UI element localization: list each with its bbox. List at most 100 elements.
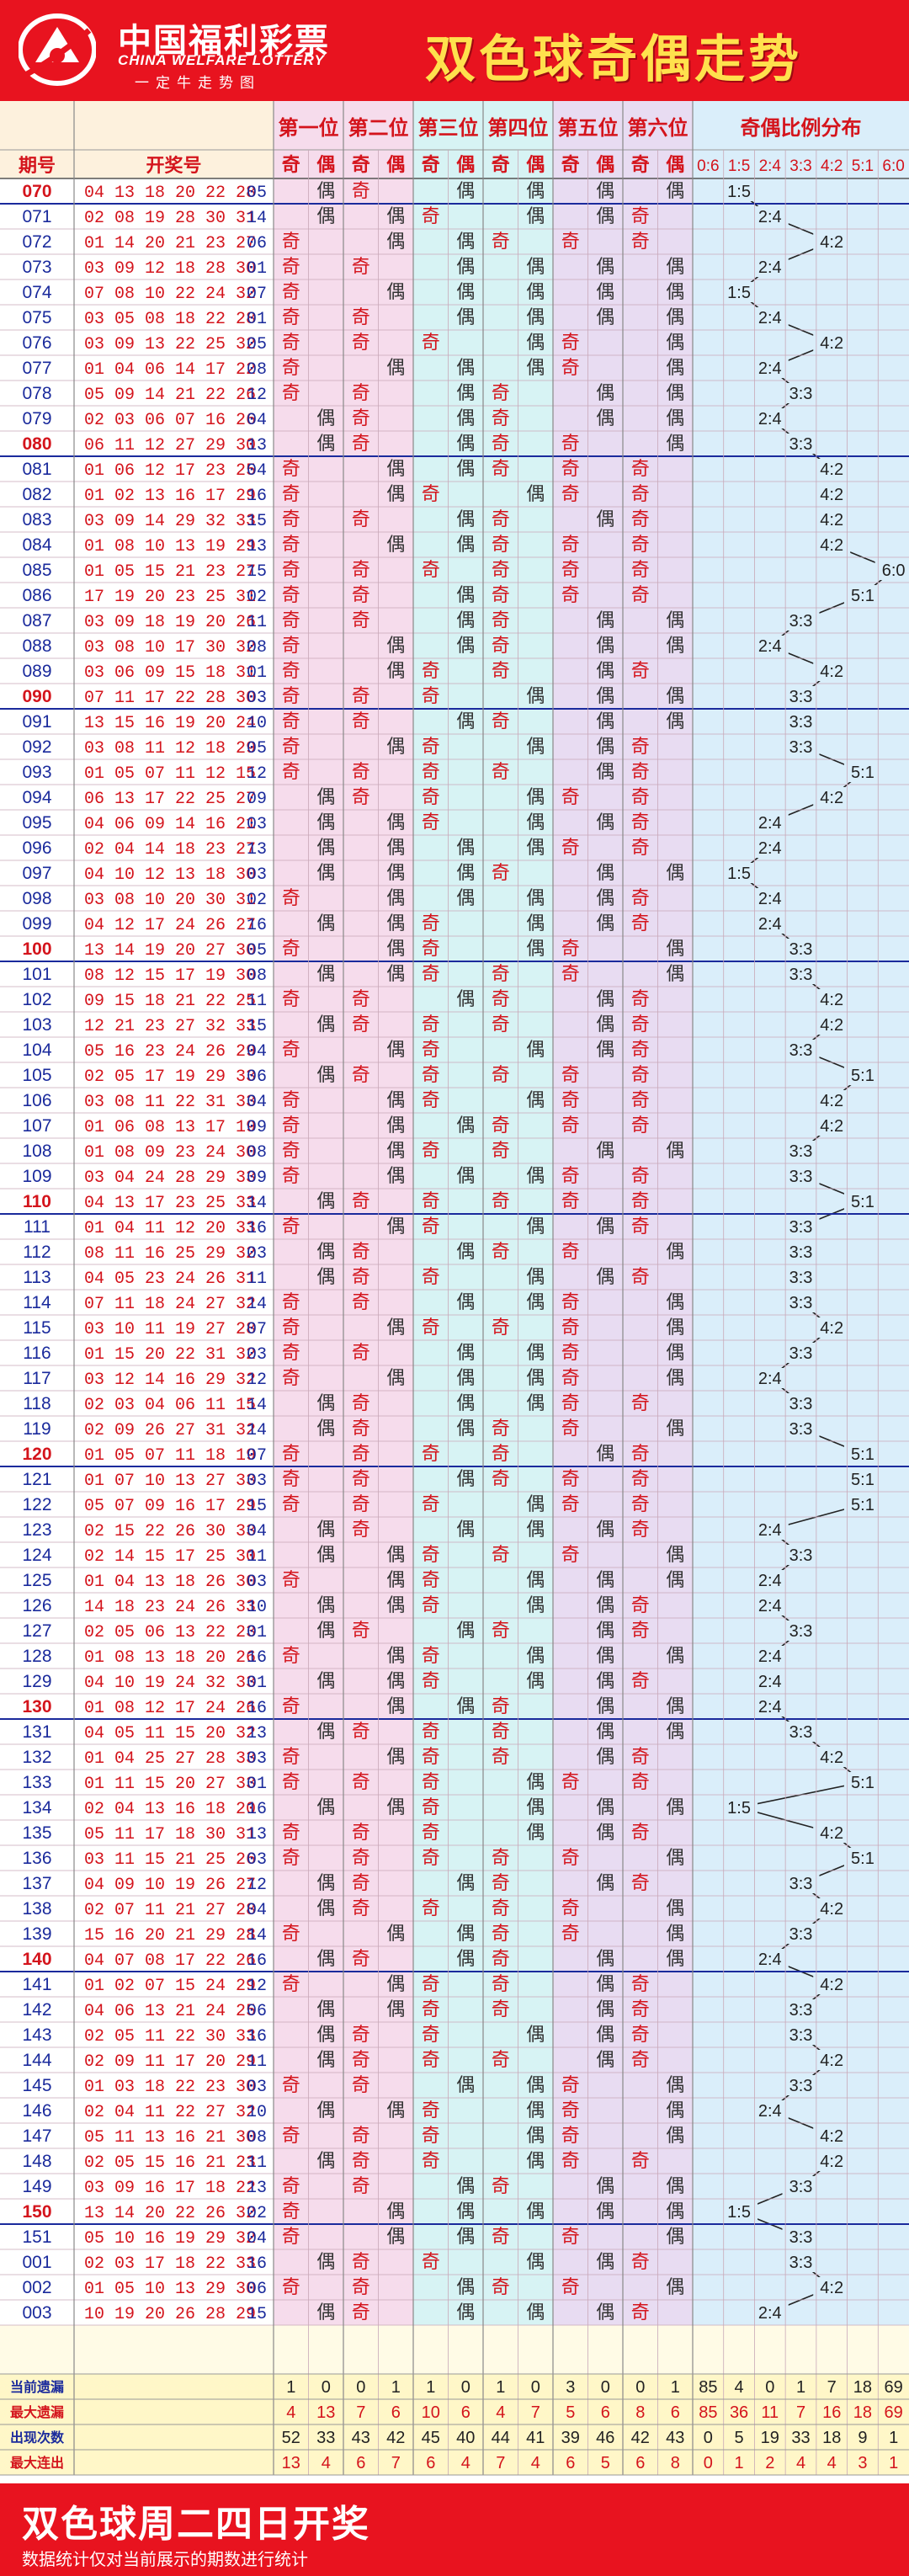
even-marker: 偶: [316, 2024, 335, 2045]
stats-label: 最大连出: [10, 2455, 64, 2471]
logo-slogan: 一定牛走势图: [135, 75, 261, 92]
even-marker: 偶: [596, 1266, 614, 1287]
odd-marker: 奇: [422, 332, 440, 353]
stats-value: 1: [889, 2429, 898, 2447]
row-blue-number: 03: [247, 1244, 267, 1264]
odd-marker: 奇: [561, 2125, 580, 2146]
ratio-label-bg: [782, 1292, 820, 1312]
even-marker: 偶: [666, 382, 684, 403]
odd-marker: 奇: [561, 458, 580, 479]
even-marker: 偶: [666, 938, 684, 959]
row-issue: 110: [23, 1192, 51, 1211]
even-marker: 偶: [596, 1569, 614, 1590]
even-marker: 偶: [456, 1367, 475, 1388]
odd-marker: 奇: [282, 1973, 300, 1994]
ratio-label-bg: [751, 1368, 789, 1388]
odd-marker: 奇: [561, 1115, 580, 1136]
even-marker: 偶: [386, 1923, 405, 1944]
ratio-marker: 4:2: [820, 486, 843, 504]
even-marker: 偶: [456, 1519, 475, 1540]
even-marker: 偶: [316, 786, 335, 807]
row-red-numbers: 05 07 09 16 17 29: [84, 1497, 256, 1516]
ratio-label-bg: [782, 2075, 820, 2095]
row-blue-number: 01: [247, 663, 267, 683]
ratio-label-bg: [782, 2176, 820, 2196]
odd-marker: 奇: [631, 458, 650, 479]
even-marker: 偶: [386, 1115, 405, 1136]
row-red-numbers: 04 10 12 13 18 30: [84, 865, 256, 885]
odd-marker: 奇: [631, 2049, 650, 2070]
ratio-label-bg: [782, 1722, 820, 1742]
odd-marker: 奇: [492, 1064, 510, 1085]
row-red-numbers: 04 13 18 20 22 28: [84, 184, 256, 203]
ratio-marker: 4:2: [820, 2153, 843, 2171]
odd-marker: 奇: [631, 1014, 650, 1035]
odd-marker: 奇: [282, 1746, 300, 1767]
even-marker: 偶: [526, 2201, 545, 2222]
even-marker: 偶: [596, 1039, 614, 1060]
stats-value: 7: [391, 2454, 401, 2472]
even-marker: 偶: [596, 635, 614, 656]
odd-marker: 奇: [561, 1089, 580, 1110]
even-marker: 偶: [666, 1897, 684, 1919]
even-marker: 偶: [596, 812, 614, 833]
even-marker: 偶: [666, 407, 684, 428]
row-red-numbers: 02 04 14 18 23 27: [84, 840, 256, 860]
even-marker: 偶: [526, 483, 545, 504]
even-marker: 偶: [456, 534, 475, 555]
ratio-label-bg: [843, 1065, 881, 1085]
odd-marker: 奇: [352, 2276, 370, 2297]
row-issue: 122: [22, 1495, 51, 1514]
row-red-numbers: 04 10 19 24 32 33: [84, 1674, 256, 1693]
stats-value: 7: [531, 2403, 540, 2422]
header-ratio-category: 0:6: [697, 157, 719, 175]
ratio-label-bg: [751, 2302, 789, 2323]
even-marker: 偶: [666, 1721, 684, 1742]
odd-marker: 奇: [422, 2100, 440, 2121]
stats-label: 当前遗漏: [10, 2379, 64, 2395]
odd-marker: 奇: [422, 913, 440, 934]
even-marker: 偶: [596, 205, 614, 226]
even-marker: 偶: [596, 1999, 614, 2020]
row-blue-number: 01: [247, 1623, 267, 1642]
odd-marker: 奇: [561, 534, 580, 555]
even-marker: 偶: [386, 231, 405, 252]
even-marker: 偶: [526, 812, 545, 833]
ratio-label-bg: [813, 2050, 851, 2070]
ratio-marker: 3:3: [789, 2001, 813, 2020]
even-marker: 偶: [596, 887, 614, 908]
row-issue: 086: [22, 586, 51, 605]
even-marker: 偶: [316, 1241, 335, 1262]
stats-value: 6: [635, 2454, 645, 2472]
stats-value: 6: [391, 2403, 401, 2422]
row-blue-number: 12: [247, 1876, 267, 1895]
page-title: 双色球奇偶走势: [425, 30, 802, 89]
stats-value: 1: [796, 2378, 805, 2397]
row-blue-number: 04: [247, 2229, 267, 2249]
odd-marker: 奇: [352, 711, 370, 732]
odd-marker: 奇: [282, 1443, 300, 1464]
ratio-marker: 3:3: [789, 1269, 813, 1287]
odd-marker: 奇: [492, 1923, 510, 1944]
even-marker: 偶: [316, 1418, 335, 1439]
stats-value: 3: [566, 2378, 575, 2397]
row-issue: 147: [22, 2126, 51, 2146]
row-red-numbers: 17 19 20 23 25 31: [84, 588, 256, 607]
ratio-marker: 4:2: [820, 334, 843, 353]
even-marker: 偶: [456, 281, 475, 302]
even-marker: 偶: [526, 1266, 545, 1287]
ratio-marker: 2:4: [758, 258, 782, 277]
row-blue-number: 13: [247, 1724, 267, 1743]
row-blue-number: 12: [247, 1370, 267, 1390]
odd-marker: 奇: [422, 1847, 440, 1868]
row-issue: 123: [22, 1520, 51, 1540]
ratio-marker: 2:4: [758, 1572, 782, 1590]
row-red-numbers: 07 11 18 24 27 32: [84, 1295, 256, 1314]
even-marker: 偶: [456, 1620, 475, 1641]
odd-marker: 奇: [492, 2276, 510, 2297]
row-red-numbers: 08 12 15 17 19 30: [84, 966, 256, 986]
odd-marker: 奇: [561, 837, 580, 858]
even-marker: 偶: [316, 2150, 335, 2171]
odd-marker: 奇: [561, 559, 580, 580]
ratio-marker: 4:2: [820, 511, 843, 530]
